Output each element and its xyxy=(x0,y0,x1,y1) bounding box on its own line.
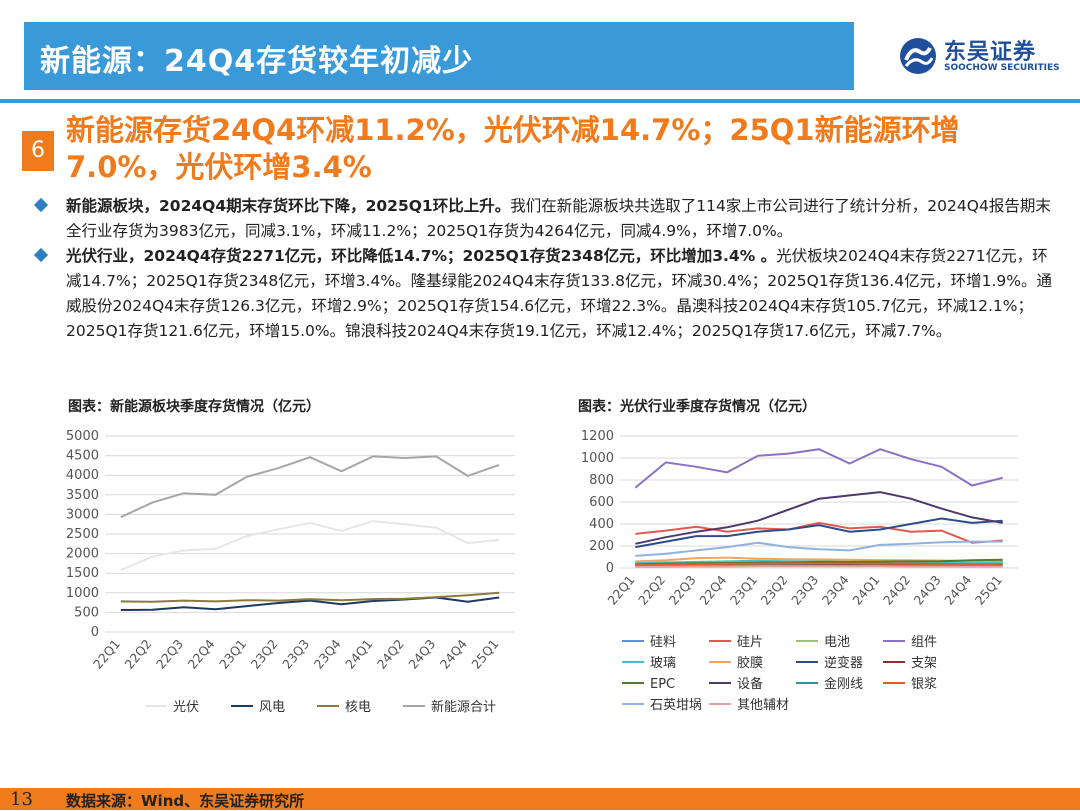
legend-label: 银浆 xyxy=(911,677,937,692)
y-tick-label: 200 xyxy=(589,539,614,554)
x-tick-label: 22Q4 xyxy=(696,572,729,607)
legend-label: 硅料 xyxy=(650,635,676,650)
x-tick-label: 22Q2 xyxy=(121,636,154,671)
series-line-核电 xyxy=(120,591,500,603)
y-tick-label: 5000 xyxy=(66,429,99,444)
series-line-其他辅材 xyxy=(635,565,1003,568)
section-headline: 新能源存货24Q4环减11.2%，光伏环减14.7%；25Q1新能源环增7.0%… xyxy=(66,113,960,184)
footer-bar xyxy=(0,788,1080,810)
legend-label: 支架 xyxy=(911,656,937,671)
legend-label: 逆变器 xyxy=(824,655,863,671)
legend-label: 石英坩埚 xyxy=(650,698,702,713)
bullet-bold-text: 光伏行业，2024Q4存货2271亿元，环比降低14.7%；2025Q1存货23… xyxy=(66,247,777,265)
bullet-item: 新能源板块，2024Q4期末存货环比下降，2025Q1环比上升。我们在新能源板块… xyxy=(30,194,1060,244)
y-tick-label: 4000 xyxy=(66,468,99,483)
x-tick-label: 25Q1 xyxy=(468,636,501,671)
x-tick-label: 24Q2 xyxy=(880,572,913,607)
y-tick-label: 4500 xyxy=(66,449,99,464)
y-tick-label: 1500 xyxy=(66,566,99,581)
legend-label: 玻璃 xyxy=(650,656,676,671)
logo-text-en: SOOCHOW SECURITIES xyxy=(944,63,1060,73)
soochow-logo-icon xyxy=(900,38,936,74)
x-tick-label: 22Q1 xyxy=(604,572,637,607)
x-tick-label: 23Q3 xyxy=(788,572,821,607)
series-line-石英坩埚 xyxy=(635,540,1003,557)
x-tick-label: 22Q1 xyxy=(90,636,123,671)
chart-title-new-energy: 图表：新能源板块季度存货情况（亿元） xyxy=(68,399,320,415)
legend-label: 其他辅材 xyxy=(737,698,789,713)
x-tick-label: 24Q4 xyxy=(437,636,470,671)
series-line-硅片 xyxy=(635,521,1003,544)
header-divider xyxy=(0,99,1080,103)
diamond-bullet-icon xyxy=(33,247,49,263)
legend-label: 光伏 xyxy=(173,700,199,715)
legend-label: EPC xyxy=(650,677,675,692)
legend-label: 新能源合计 xyxy=(431,699,496,715)
x-tick-label: 24Q1 xyxy=(342,636,375,671)
y-tick-label: 2500 xyxy=(66,527,99,542)
bullet-body-text: 光伏板块2024Q4末存货2271亿元，环减14.7%；2025Q1存货2348… xyxy=(66,247,1052,340)
bullet-body-text: 我们在新能源板块共选取了114家上市公司进行了统计分析，2024Q4报告期末全行… xyxy=(66,197,1051,240)
legend-label: 电池 xyxy=(824,635,850,650)
x-tick-label: 23Q1 xyxy=(216,636,249,671)
x-tick-label: 23Q1 xyxy=(727,572,760,607)
legend-label: 胶膜 xyxy=(737,655,763,671)
y-tick-label: 800 xyxy=(589,473,614,488)
series-line-光伏 xyxy=(120,520,500,572)
x-tick-label: 24Q4 xyxy=(941,572,974,607)
series-line-组件 xyxy=(634,448,1003,489)
y-tick-label: 500 xyxy=(74,605,99,620)
legend-label: 金刚线 xyxy=(824,676,863,692)
legend-label: 风电 xyxy=(259,700,285,715)
bullet-bold-text: 新能源板块，2024Q4期末存货环比下降，2025Q1环比上升。 xyxy=(66,197,511,215)
x-tick-label: 23Q2 xyxy=(758,572,791,607)
slide-title: 新能源：24Q4存货较年初减少 xyxy=(40,44,474,79)
series-line-银浆 xyxy=(635,562,1003,566)
y-tick-label: 1000 xyxy=(581,451,614,466)
section-number-badge: 6 xyxy=(22,131,54,171)
y-tick-label: 0 xyxy=(91,625,99,640)
x-tick-label: 23Q3 xyxy=(279,636,312,671)
x-tick-label: 24Q3 xyxy=(911,572,944,607)
legend-label: 设备 xyxy=(737,676,763,692)
series-line-逆变器 xyxy=(635,517,1003,549)
x-tick-label: 22Q3 xyxy=(153,636,186,671)
x-tick-label: 22Q2 xyxy=(635,572,668,607)
title-bar xyxy=(24,22,854,90)
x-tick-label: 24Q2 xyxy=(374,636,407,671)
series-line-设备 xyxy=(635,491,1003,545)
pv-inventory-chart: 02004006008001000120022Q122Q222Q322Q423Q… xyxy=(581,429,1018,713)
y-tick-label: 2000 xyxy=(66,547,99,562)
x-tick-label: 23Q4 xyxy=(311,636,344,671)
data-source: 数据来源：Wind、东吴证券研究所 xyxy=(66,792,305,810)
y-tick-label: 3000 xyxy=(66,507,99,522)
legend-label: 硅片 xyxy=(737,635,763,650)
x-tick-label: 25Q1 xyxy=(972,572,1005,607)
y-tick-label: 1200 xyxy=(581,429,614,444)
y-tick-label: 400 xyxy=(589,517,614,532)
series-line-新能源合计 xyxy=(120,455,500,519)
company-logo: 东吴证券 SOOCHOW SECURITIES xyxy=(898,34,1068,80)
y-tick-label: 1000 xyxy=(66,586,99,601)
logo-text-cn: 东吴证券 xyxy=(944,40,1037,65)
y-tick-label: 3500 xyxy=(66,488,99,503)
diamond-bullet-icon xyxy=(33,197,49,213)
bullet-item: 光伏行业，2024Q4存货2271亿元，环比降低14.7%；2025Q1存货23… xyxy=(30,244,1060,344)
legend-label: 组件 xyxy=(911,635,937,650)
x-tick-label: 23Q2 xyxy=(248,636,281,671)
page-number: 13 xyxy=(10,789,33,810)
x-tick-label: 22Q4 xyxy=(185,636,218,671)
y-tick-label: 0 xyxy=(606,561,614,576)
new-energy-inventory-chart: 0 500 1000 1500 2000 2500 3000 3500 4000 4500 5000… xyxy=(66,429,515,715)
legend-label: 核电 xyxy=(345,700,371,715)
x-tick-label: 24Q1 xyxy=(849,572,882,607)
x-tick-label: 24Q3 xyxy=(405,636,438,671)
x-tick-label: 22Q3 xyxy=(666,572,699,607)
x-tick-label: 23Q4 xyxy=(819,572,852,607)
chart-title-pv: 图表：光伏行业季度存货情况（亿元） xyxy=(578,399,816,415)
bullet-list: 新能源板块，2024Q4期末存货环比下降，2025Q1环比上升。我们在新能源板块… xyxy=(30,194,1060,344)
y-tick-label: 600 xyxy=(589,495,614,510)
